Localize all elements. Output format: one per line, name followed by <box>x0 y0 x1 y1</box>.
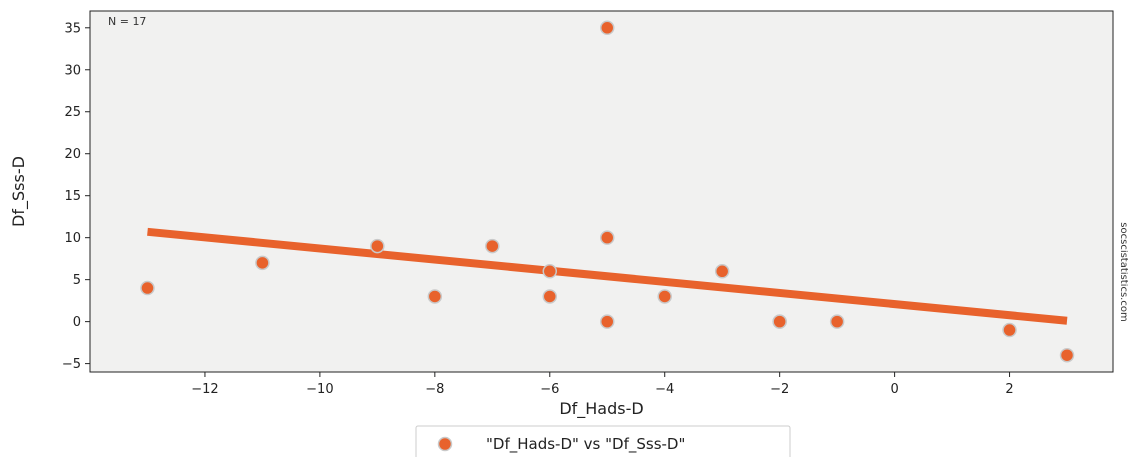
y-axis-title: Df_Sss-D <box>9 156 29 227</box>
data-point <box>658 290 671 303</box>
y-tick-label: 30 <box>64 63 81 78</box>
x-tick-label: −6 <box>540 382 559 397</box>
watermark-text: socscistatistics.com <box>1118 222 1128 321</box>
y-tick-label: 0 <box>73 315 81 330</box>
y-tick-label: 5 <box>73 273 81 288</box>
data-point <box>141 282 154 295</box>
data-point <box>543 265 556 278</box>
data-point <box>831 315 844 328</box>
x-tick-label: −2 <box>770 382 789 397</box>
data-point <box>601 231 614 244</box>
x-axis: −12 −10 −8 −6 −4 −2 0 2 <box>191 372 1013 397</box>
legend-label: "Df_Hads-D" vs "Df_Sss-D" <box>486 435 685 454</box>
y-tick-label: 25 <box>64 105 81 120</box>
data-point <box>256 256 269 269</box>
x-tick-label: 2 <box>1005 382 1013 397</box>
x-tick-label: 0 <box>890 382 898 397</box>
data-point <box>1061 349 1074 362</box>
x-tick-label: −8 <box>425 382 444 397</box>
x-tick-label: −10 <box>306 382 333 397</box>
data-point <box>543 290 556 303</box>
x-axis-title: Df_Hads-D <box>559 399 643 419</box>
data-point <box>371 240 384 253</box>
sample-size-annotation: N = 17 <box>108 15 146 28</box>
data-point <box>716 265 729 278</box>
y-tick-label: 15 <box>64 189 81 204</box>
y-tick-label: 10 <box>64 231 81 246</box>
y-axis: −5 0 5 10 15 20 25 30 35 <box>62 21 90 372</box>
legend-marker <box>439 438 452 451</box>
y-tick-label: 35 <box>64 21 81 36</box>
y-tick-label: −5 <box>62 357 81 372</box>
x-tick-label: −12 <box>191 382 218 397</box>
data-point <box>601 315 614 328</box>
x-tick-label: −4 <box>655 382 674 397</box>
data-point <box>601 21 614 34</box>
data-point <box>1003 324 1016 337</box>
data-point <box>773 315 786 328</box>
legend: "Df_Hads-D" vs "Df_Sss-D" <box>416 426 790 457</box>
data-point <box>428 290 441 303</box>
data-point <box>486 240 499 253</box>
y-tick-label: 20 <box>64 147 81 162</box>
